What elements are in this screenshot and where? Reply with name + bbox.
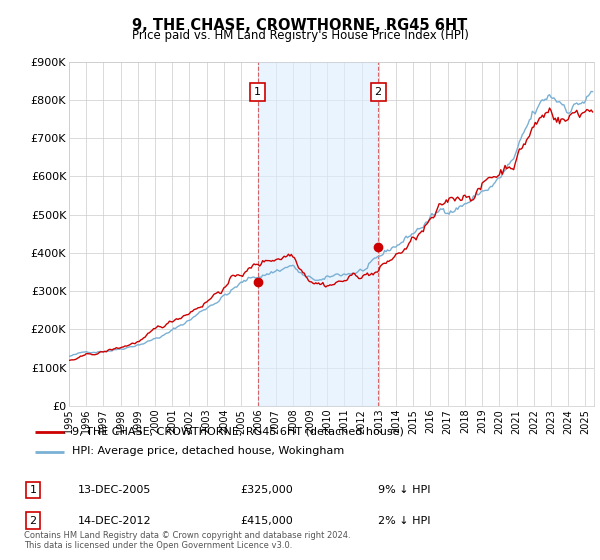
Text: 9% ↓ HPI: 9% ↓ HPI <box>378 485 431 495</box>
Text: 9, THE CHASE, CROWTHORNE, RG45 6HT: 9, THE CHASE, CROWTHORNE, RG45 6HT <box>133 18 467 33</box>
Text: 13-DEC-2005: 13-DEC-2005 <box>78 485 151 495</box>
Text: 9, THE CHASE, CROWTHORNE, RG45 6HT (detached house): 9, THE CHASE, CROWTHORNE, RG45 6HT (deta… <box>71 427 403 437</box>
Text: £415,000: £415,000 <box>240 516 293 526</box>
Text: 2: 2 <box>374 87 382 97</box>
Text: 1: 1 <box>254 87 261 97</box>
Text: HPI: Average price, detached house, Wokingham: HPI: Average price, detached house, Woki… <box>71 446 344 456</box>
Text: £325,000: £325,000 <box>240 485 293 495</box>
Text: Price paid vs. HM Land Registry's House Price Index (HPI): Price paid vs. HM Land Registry's House … <box>131 29 469 42</box>
Text: 1: 1 <box>29 485 37 495</box>
Text: Contains HM Land Registry data © Crown copyright and database right 2024.
This d: Contains HM Land Registry data © Crown c… <box>24 530 350 550</box>
Text: 14-DEC-2012: 14-DEC-2012 <box>78 516 152 526</box>
Text: 2: 2 <box>29 516 37 526</box>
Text: 2% ↓ HPI: 2% ↓ HPI <box>378 516 431 526</box>
